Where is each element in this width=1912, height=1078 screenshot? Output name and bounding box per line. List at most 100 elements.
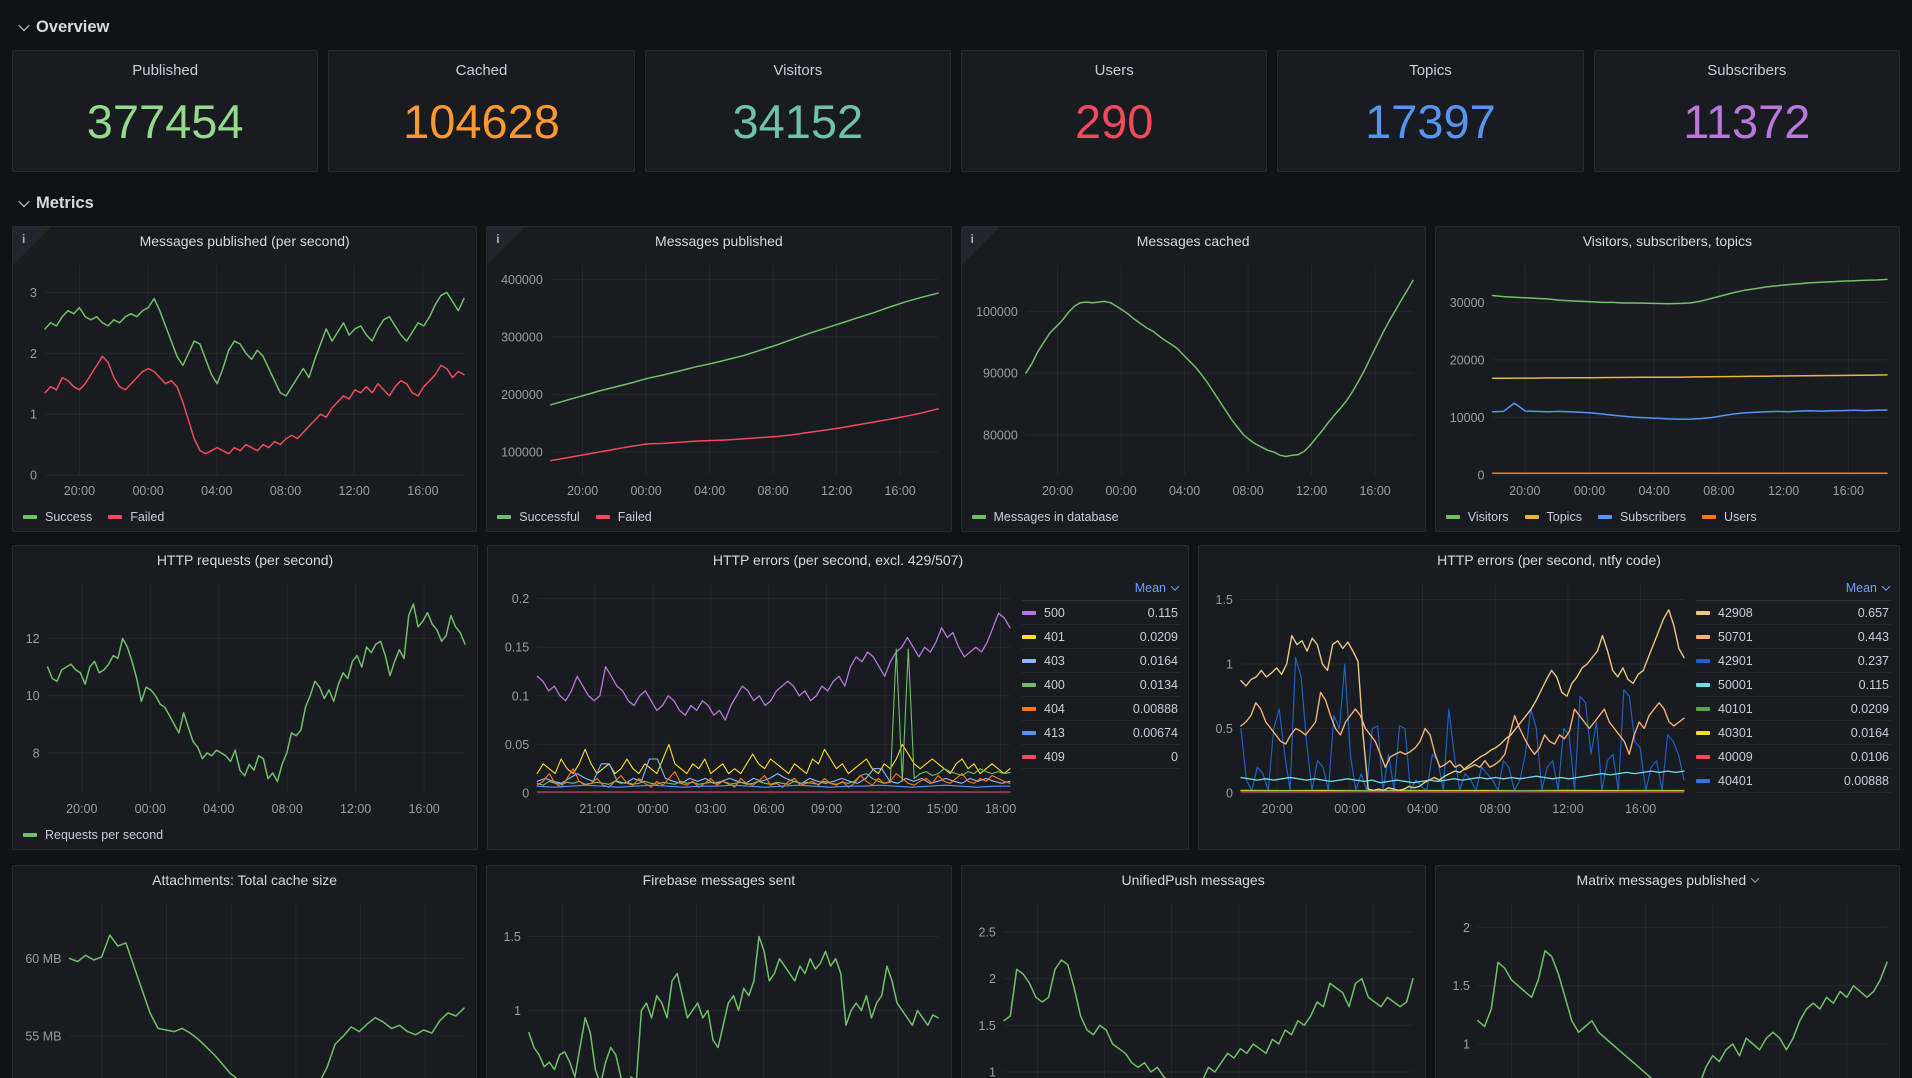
series-color-mark <box>971 515 986 519</box>
series-label: 409 <box>1044 749 1065 764</box>
legend-item[interactable]: Subscribers <box>1597 510 1686 524</box>
panel-title[interactable]: Messages cached <box>1136 233 1250 249</box>
svg-text:2.5: 2.5 <box>978 926 995 940</box>
legend-table-row[interactable]: 403 0.0164 <box>1022 649 1180 673</box>
time-series-plot[interactable]: 60 MB 55 MB <box>17 894 472 1078</box>
panel-title[interactable]: Messages published <box>655 233 783 249</box>
time-series-plot[interactable]: 0.2 0.15 0.1 0.05 0 21:00 00:00 03:00 06:00 09:00… <box>492 574 1018 823</box>
legend-table-row[interactable]: 50001 0.115 <box>1696 673 1891 697</box>
panel-title[interactable]: HTTP requests (per second) <box>156 552 334 568</box>
time-series-plot[interactable]: 3 2 1 0 20:00 00:00 04:00 08:00 12:00 16:00 <box>17 255 472 505</box>
legend-table-row[interactable]: 42908 0.657 <box>1696 601 1891 625</box>
svg-text:3: 3 <box>30 286 37 300</box>
svg-text:20:00: 20:00 <box>1509 484 1540 498</box>
section-metrics[interactable]: Metrics <box>18 190 1900 216</box>
legend-table-row[interactable]: 409 0 <box>1022 745 1180 769</box>
series-color-mark <box>1696 658 1710 663</box>
time-series-plot[interactable]: 30000 20000 10000 0 20:00 00:00 04:00 08:00 12:0… <box>1440 255 1895 505</box>
svg-text:00:00: 00:00 <box>1334 802 1365 816</box>
legend-item[interactable]: Visitors <box>1445 510 1509 524</box>
panel-title[interactable]: HTTP errors (per second, ntfy code) <box>1437 552 1661 568</box>
panel-title[interactable]: Visitors, subscribers, topics <box>1582 233 1753 249</box>
series-color-mark <box>1696 730 1710 735</box>
legend-table-row[interactable]: 413 0.00674 <box>1022 721 1180 745</box>
svg-text:16:00: 16:00 <box>1832 484 1863 498</box>
svg-text:04:00: 04:00 <box>1407 802 1438 816</box>
legend-table-row[interactable]: 401 0.0209 <box>1022 625 1180 649</box>
legend-table-row[interactable]: 500 0.115 <box>1022 601 1180 625</box>
series-label: 40009 <box>1718 749 1753 764</box>
svg-text:1.5: 1.5 <box>504 930 521 944</box>
legend-table-row[interactable]: 40401 0.00888 <box>1696 769 1891 793</box>
time-series-plot[interactable]: 2.5 2 1.5 1 <box>966 894 1421 1078</box>
legend-item[interactable]: Users <box>1701 510 1757 524</box>
series-mean-value: 0.0164 <box>1850 725 1889 740</box>
series-label: 40101 <box>1718 701 1753 716</box>
legend-table-row[interactable]: 404 0.00888 <box>1022 697 1180 721</box>
series-color-mark <box>1445 515 1460 519</box>
legend-table-row[interactable]: 400 0.0134 <box>1022 673 1180 697</box>
legend-item[interactable]: Successful <box>497 510 580 524</box>
svg-text:10000: 10000 <box>1449 411 1484 425</box>
svg-text:04:00: 04:00 <box>201 484 232 498</box>
legend-item[interactable]: Requests per second <box>23 828 163 842</box>
legend-table-row[interactable]: 40101 0.0209 <box>1696 697 1891 721</box>
series-label: 403 <box>1044 653 1065 668</box>
legend-item[interactable]: Failed <box>595 510 652 524</box>
svg-text:100000: 100000 <box>976 305 1018 319</box>
legend-mean-header[interactable]: Mean <box>1696 576 1891 601</box>
legend-table-row[interactable]: 40301 0.0164 <box>1696 721 1891 745</box>
legend-table-row[interactable]: 42901 0.237 <box>1696 649 1891 673</box>
panel-title[interactable]: UnifiedPush messages <box>1121 872 1265 888</box>
svg-text:20:00: 20:00 <box>1041 484 1072 498</box>
panel-visitors-subscribers-topics: Visitors, subscribers, topics 30000 20000… <box>1434 226 1900 532</box>
svg-text:00:00: 00:00 <box>132 484 163 498</box>
stat-panel-topics: Topics 17397 <box>1277 50 1584 172</box>
chevron-down-icon <box>1881 582 1891 591</box>
section-overview[interactable]: Overview <box>18 14 1900 40</box>
panel-messages-cached: i Messages cached 100000 90000 80000 20:00 0… <box>960 226 1426 532</box>
legend-table-row[interactable]: 50701 0.443 <box>1696 625 1891 649</box>
svg-text:12:00: 12:00 <box>821 484 852 498</box>
legend-item[interactable]: Topics <box>1524 510 1582 524</box>
time-series-plot[interactable]: 1.510.5 <box>491 894 946 1078</box>
chevron-down-icon <box>18 195 30 208</box>
time-series-plot[interactable]: 100000 90000 80000 20:00 00:00 04:00 08:00 12:0… <box>966 255 1421 505</box>
stat-title: Published <box>132 62 199 79</box>
series-mean-value: 0.237 <box>1857 653 1889 668</box>
section-label: Metrics <box>36 193 94 212</box>
time-series-plot[interactable]: 400000 300000 200000 100000 20:00 00:00 04:00 0… <box>491 255 946 505</box>
stat-panel-cached: Cached 104628 <box>328 50 635 172</box>
legend-mean-header[interactable]: Mean <box>1022 576 1180 601</box>
panel-title[interactable]: Firebase messages sent <box>642 872 796 888</box>
svg-text:1.5: 1.5 <box>1452 979 1469 993</box>
section-label: Overview <box>36 17 110 36</box>
panel-firebase-messages: Firebase messages sent 1.510.5 <box>486 865 952 1078</box>
series-label: 50701 <box>1718 629 1753 644</box>
stat-panel-visitors: Visitors 34152 <box>644 50 951 172</box>
time-series-plot[interactable]: 12 10 8 20:00 00:00 04:00 08:00 12:00 16:00 <box>17 574 473 823</box>
series-mean-value: 0.0209 <box>1139 629 1178 644</box>
svg-text:200000: 200000 <box>501 388 543 402</box>
overview-stats-row: Published 377454 Cached 104628 Visitors … <box>12 50 1900 172</box>
legend-item[interactable]: Messages in database <box>971 510 1119 524</box>
panel-title[interactable]: HTTP errors (per second, excl. 429/507) <box>712 552 964 568</box>
series-label: 40401 <box>1718 773 1753 788</box>
svg-text:12:00: 12:00 <box>1552 802 1583 816</box>
panel-matrix-messages: Matrix messages published 21.510.5 <box>1434 865 1900 1078</box>
legend-item[interactable]: Success <box>23 510 92 524</box>
panel-attachments-cache-size: Attachments: Total cache size 60 MB 55 MB <box>12 865 478 1078</box>
panel-title[interactable]: Matrix messages published <box>1470 866 1865 894</box>
time-series-plot[interactable]: 1.5 1 0.5 0 20:00 00:00 04:00 08:00 12:00 16:00 <box>1203 574 1692 823</box>
svg-text:08:00: 08:00 <box>1232 484 1263 498</box>
svg-text:00:00: 00:00 <box>637 802 668 816</box>
series-color-mark <box>1696 682 1710 687</box>
panel-title[interactable]: Attachments: Total cache size <box>152 872 338 888</box>
time-series-plot[interactable]: 21.510.5 <box>1440 894 1895 1078</box>
legend-table-row[interactable]: 40009 0.0106 <box>1696 745 1891 769</box>
svg-text:30000: 30000 <box>1449 296 1484 310</box>
panel-title[interactable]: Messages published (per second) <box>139 233 350 249</box>
series-color-mark <box>1022 682 1036 687</box>
svg-text:0.2: 0.2 <box>512 592 529 606</box>
legend-item[interactable]: Failed <box>108 510 164 524</box>
